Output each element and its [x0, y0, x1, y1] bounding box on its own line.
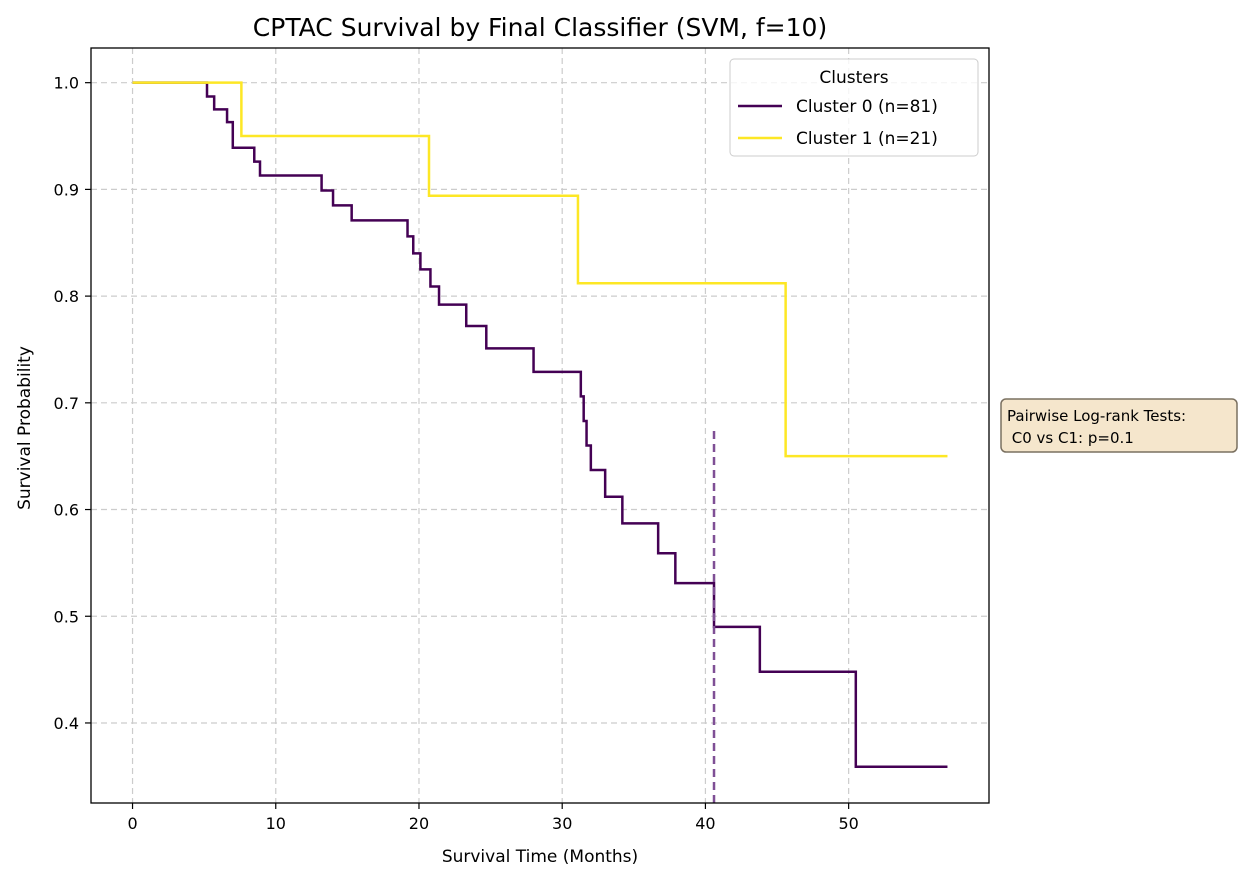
km-curve-cluster-0 [132, 81, 948, 768]
plot-frame [90, 47, 990, 804]
x-tick-label: 10 [266, 814, 286, 833]
x-tick-label: 20 [409, 814, 429, 833]
y-axis-label: Survival Probability [15, 346, 35, 510]
legend-title: Clusters [819, 68, 888, 88]
x-tick-label: 40 [695, 814, 715, 833]
km-curve-cluster-1 [132, 81, 948, 458]
logrank-annotation: Pairwise Log-rank Tests: C0 vs C1: p=0.1 [1000, 398, 1238, 453]
x-tick-label: 0 [127, 814, 137, 833]
y-axis-ticks: 0.4 0.5 0.6 0.7 0.8 0.9 1.0 [54, 74, 91, 733]
x-axis-label: Survival Time (Months) [442, 847, 638, 867]
y-tick-label: 0.8 [54, 287, 79, 306]
annotation-box [1000, 398, 1238, 453]
legend-box [729, 58, 979, 157]
x-axis-ticks: 0 10 20 30 40 50 [127, 803, 859, 833]
y-tick-label: 0.7 [54, 394, 79, 413]
legend: Clusters Cluster 0 (n=81) Cluster 1 (n=2… [729, 58, 979, 157]
chart-title: CPTAC Survival by Final Classifier (SVM,… [253, 13, 827, 42]
annotation-line-2: C0 vs C1: p=0.1 [1007, 429, 1134, 447]
x-tick-label: 50 [838, 814, 858, 833]
legend-label-cluster-1: Cluster 1 (n=21) [796, 129, 938, 149]
y-tick-label: 1.0 [54, 74, 79, 93]
y-tick-label: 0.5 [54, 607, 79, 626]
y-tick-label: 0.6 [54, 501, 79, 520]
annotation-line-1: Pairwise Log-rank Tests: [1007, 407, 1186, 425]
y-tick-label: 0.4 [54, 714, 79, 733]
y-tick-label: 0.9 [54, 180, 79, 199]
legend-label-cluster-0: Cluster 0 (n=81) [796, 97, 938, 117]
series-lines [132, 81, 948, 768]
x-tick-label: 30 [552, 814, 572, 833]
grid-lines [91, 48, 989, 803]
